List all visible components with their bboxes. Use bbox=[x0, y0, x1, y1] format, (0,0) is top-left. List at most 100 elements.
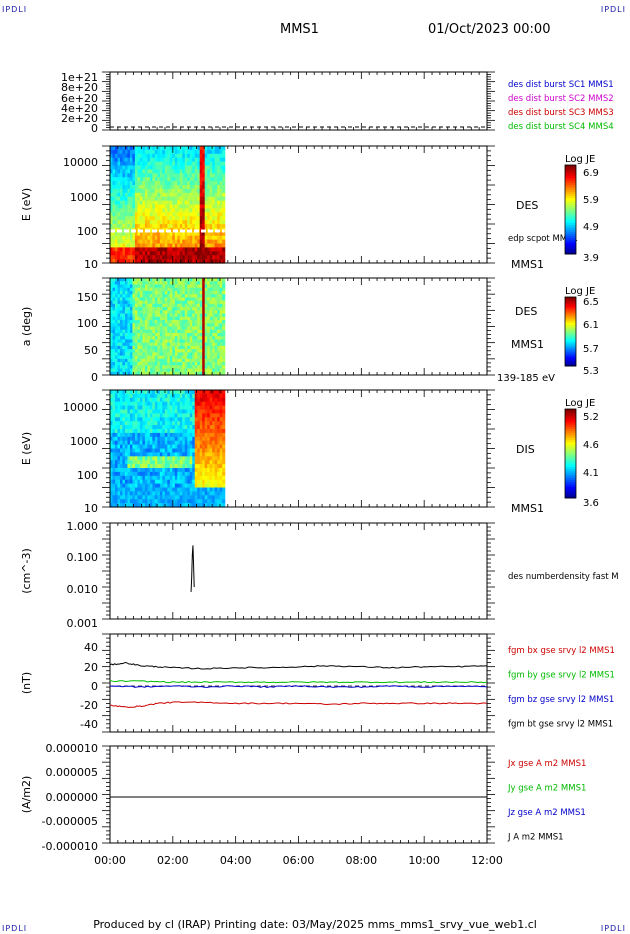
spectrogram-cell bbox=[162, 349, 166, 353]
spectrogram-cell bbox=[147, 165, 151, 170]
spectrogram-cell bbox=[202, 303, 206, 308]
spectrogram-cell bbox=[142, 181, 146, 186]
spectrogram-cell bbox=[184, 332, 188, 337]
spectrogram-cell bbox=[202, 259, 206, 264]
spectrogram-cell bbox=[172, 303, 176, 308]
spectrogram-cell bbox=[164, 371, 168, 376]
spectrogram-cell bbox=[189, 185, 193, 190]
spectrogram-cell bbox=[189, 342, 193, 347]
spectrogram-cell bbox=[159, 421, 163, 426]
spectrogram-cell bbox=[162, 479, 166, 485]
spectrogram-cell bbox=[167, 448, 171, 453]
spectrogram-cell bbox=[117, 362, 121, 366]
spectrogram-cell bbox=[182, 320, 186, 324]
spectrogram-cell bbox=[124, 188, 129, 194]
spectrogram-cell bbox=[122, 432, 126, 438]
spectrogram-cell bbox=[199, 487, 203, 492]
spectrogram-cell bbox=[149, 444, 153, 450]
spectrogram-cell bbox=[179, 297, 183, 302]
spectrogram-cell bbox=[129, 336, 134, 341]
spectrogram-cell bbox=[164, 281, 168, 286]
spectrogram-cell bbox=[184, 161, 188, 167]
spectrogram-cell bbox=[132, 310, 136, 315]
spectrogram-cell bbox=[149, 181, 153, 186]
spectrogram-cell bbox=[197, 429, 201, 434]
spectrogram-cell bbox=[199, 247, 203, 252]
spectrogram-cell bbox=[124, 169, 129, 174]
spectrogram-cell bbox=[184, 287, 188, 292]
spectrogram-cell bbox=[159, 153, 163, 159]
spectrogram-cell bbox=[142, 362, 146, 366]
spectrogram-cell bbox=[144, 417, 148, 422]
spectrogram-cell bbox=[137, 479, 141, 485]
spectrogram-cell bbox=[119, 460, 124, 465]
spectrogram-cell bbox=[219, 204, 223, 209]
spectrogram-cell bbox=[127, 231, 131, 237]
spectrogram-cell bbox=[179, 468, 183, 473]
spectrogram-cell bbox=[167, 316, 171, 321]
spectrogram-cell bbox=[177, 227, 181, 233]
spectrogram-cell bbox=[177, 287, 181, 292]
spectrogram-cell bbox=[157, 452, 161, 457]
spectrogram-cell bbox=[172, 173, 176, 178]
spectrogram-cell bbox=[194, 287, 198, 292]
spectrogram-cell bbox=[127, 161, 131, 167]
spectrogram-cell bbox=[124, 185, 129, 190]
spectrogram-cell bbox=[110, 157, 114, 163]
spectrogram-cell bbox=[124, 320, 129, 324]
spectrogram-cell bbox=[207, 471, 211, 477]
spectrogram-cell bbox=[189, 436, 193, 442]
spectrogram-cell bbox=[124, 251, 129, 256]
spectrogram-cell bbox=[157, 345, 161, 350]
spectrogram-cell bbox=[204, 227, 208, 233]
spectrogram-cell bbox=[134, 247, 139, 252]
spectrogram-cell bbox=[142, 320, 146, 324]
spectrogram-cell bbox=[164, 336, 168, 341]
spectrogram-cell bbox=[189, 355, 193, 360]
spectrogram-cell bbox=[187, 310, 191, 315]
spectrogram-cell bbox=[144, 255, 148, 260]
spectrogram-cell bbox=[177, 495, 181, 500]
spectrogram-cell bbox=[152, 432, 156, 438]
colorbar-swatch bbox=[565, 196, 576, 199]
spectrogram-cell bbox=[152, 255, 156, 260]
spectrogram-cell bbox=[172, 208, 176, 213]
spectrogram-cell bbox=[117, 393, 121, 399]
spectrogram-cell bbox=[127, 483, 131, 489]
spectrogram-cell bbox=[217, 503, 221, 508]
spectrogram-cell bbox=[177, 401, 181, 407]
spectrogram-cell bbox=[184, 352, 188, 357]
spectrogram-cell bbox=[139, 464, 144, 469]
spectrogram-cell bbox=[169, 259, 173, 264]
spectrogram-cell bbox=[129, 468, 134, 473]
spectrogram-cell bbox=[127, 208, 131, 213]
spectrogram-cell bbox=[217, 247, 221, 252]
spectrogram-cell bbox=[169, 196, 173, 202]
spectrogram-cell bbox=[152, 329, 156, 334]
spectrogram-cell bbox=[117, 153, 121, 159]
spectrogram-cell bbox=[197, 208, 201, 213]
spectrogram-cell bbox=[139, 436, 144, 442]
spectrogram-cell bbox=[177, 432, 181, 438]
spectrogram-cell bbox=[157, 405, 161, 411]
spectrogram-cell bbox=[132, 278, 136, 282]
spectrogram-cell bbox=[184, 355, 188, 360]
spectrogram-cell bbox=[197, 368, 201, 373]
spectrogram-cell bbox=[162, 365, 166, 370]
spectrogram-cell bbox=[192, 200, 196, 206]
spectrogram-cell bbox=[167, 278, 171, 282]
spectrogram-cell bbox=[114, 177, 119, 182]
spectrogram-cell bbox=[219, 255, 223, 260]
spectrogram-cell bbox=[219, 349, 223, 353]
spectrogram-cell bbox=[214, 200, 218, 206]
spectrogram-cell bbox=[169, 216, 173, 221]
spectrogram-cell bbox=[214, 413, 218, 418]
spectrogram-cell bbox=[114, 216, 119, 221]
spectrogram-cell bbox=[197, 146, 201, 151]
spectrogram-cell bbox=[199, 436, 203, 442]
spectrogram-cell bbox=[137, 368, 141, 373]
spectrogram-cell bbox=[112, 200, 116, 206]
spectrogram-cell bbox=[177, 362, 181, 366]
spectrogram-cell bbox=[179, 503, 183, 508]
spectrogram-cell bbox=[167, 320, 171, 324]
